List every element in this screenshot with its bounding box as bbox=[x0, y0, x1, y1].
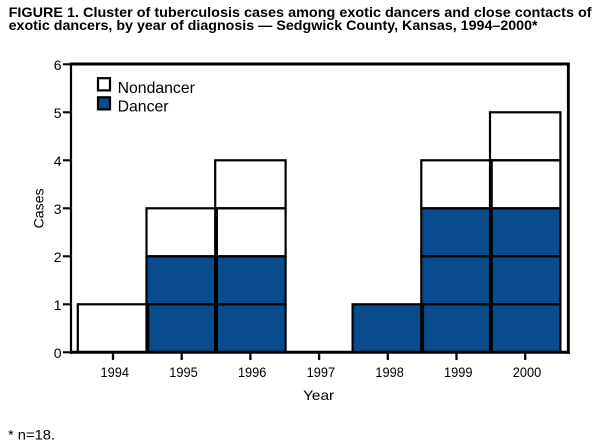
svg-text:* n=18.: * n=18. bbox=[8, 427, 55, 443]
svg-text:1995: 1995 bbox=[169, 364, 198, 380]
svg-text:Nondancer: Nondancer bbox=[118, 80, 195, 97]
svg-text:0: 0 bbox=[54, 345, 62, 361]
svg-text:4: 4 bbox=[54, 153, 62, 169]
svg-text:FIGURE 1. Cluster of tuberculo: FIGURE 1. Cluster of tuberculosis cases … bbox=[9, 4, 592, 20]
svg-text:Dancer: Dancer bbox=[118, 98, 169, 115]
svg-text:6: 6 bbox=[54, 57, 62, 73]
svg-text:1: 1 bbox=[54, 297, 62, 313]
svg-text:1997: 1997 bbox=[307, 364, 336, 380]
svg-text:1996: 1996 bbox=[238, 364, 267, 380]
svg-text:2: 2 bbox=[54, 249, 62, 265]
svg-text:5: 5 bbox=[54, 105, 62, 121]
svg-text:1999: 1999 bbox=[444, 364, 473, 380]
svg-text:2000: 2000 bbox=[513, 364, 542, 380]
svg-text:Cases: Cases bbox=[31, 188, 47, 228]
svg-text:exotic dancers, by year of dia: exotic dancers, by year of diagnosis — S… bbox=[9, 17, 539, 33]
svg-text:1998: 1998 bbox=[375, 364, 404, 380]
svg-text:3: 3 bbox=[54, 201, 62, 217]
svg-text:1994: 1994 bbox=[101, 364, 130, 380]
svg-text:Year: Year bbox=[303, 387, 334, 403]
